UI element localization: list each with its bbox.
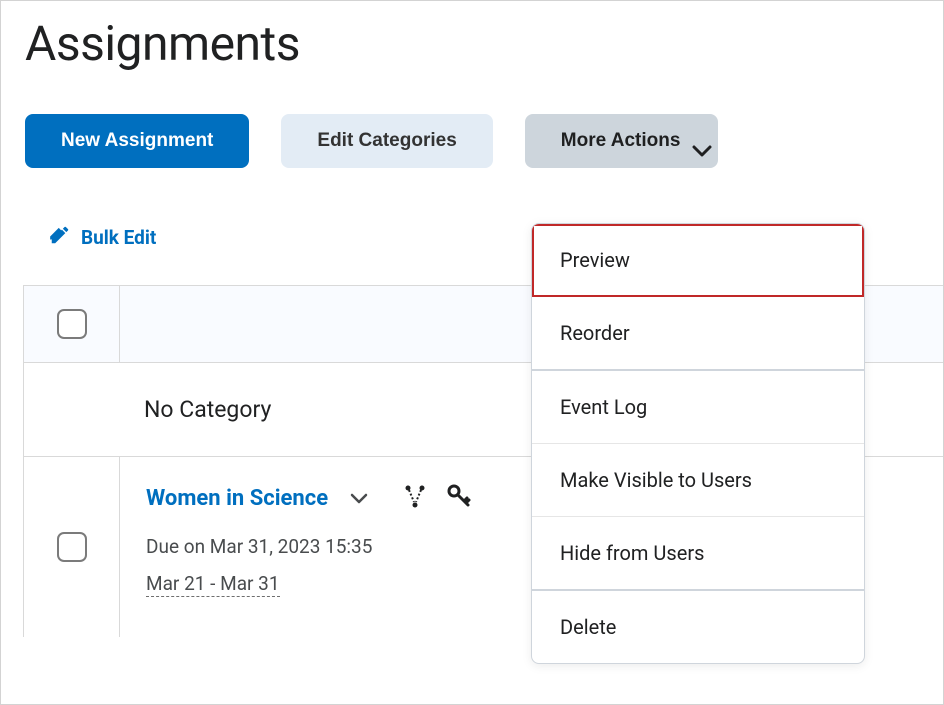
category-label: No Category (144, 396, 271, 423)
dropdown-item-preview[interactable]: Preview (532, 224, 864, 297)
assignment-chevron-icon[interactable] (350, 489, 368, 508)
select-all-checkbox[interactable] (57, 309, 87, 339)
dropdown-item-hide-from-users[interactable]: Hide from Users (532, 517, 864, 591)
assignment-icons (402, 483, 472, 513)
edit-categories-button[interactable]: Edit Categories (281, 114, 492, 168)
assignment-checkbox-cell (24, 457, 120, 637)
assignment-checkbox[interactable] (57, 532, 87, 562)
dropdown-item-reorder[interactable]: Reorder (532, 297, 864, 371)
share-icon[interactable] (402, 483, 428, 513)
more-actions-label: More Actions (561, 130, 681, 152)
assignment-title-link[interactable]: Women in Science (146, 486, 328, 511)
dropdown-item-make-visible[interactable]: Make Visible to Users (532, 444, 864, 517)
assignment-date-range[interactable]: Mar 21 - Mar 31 (146, 572, 280, 597)
toolbar: New Assignment Edit Categories More Acti… (1, 72, 943, 168)
more-actions-button[interactable]: More Actions (525, 114, 719, 168)
page-title: Assignments (1, 1, 943, 72)
bulk-edit-label: Bulk Edit (81, 226, 156, 249)
bulk-edit-icon (49, 224, 71, 251)
select-all-cell (24, 286, 120, 362)
more-actions-dropdown: Preview Reorder Event Log Make Visible t… (531, 223, 865, 664)
key-icon[interactable] (446, 483, 472, 513)
dropdown-item-event-log[interactable]: Event Log (532, 371, 864, 444)
new-assignment-button[interactable]: New Assignment (25, 114, 249, 168)
dropdown-item-delete[interactable]: Delete (532, 591, 864, 663)
